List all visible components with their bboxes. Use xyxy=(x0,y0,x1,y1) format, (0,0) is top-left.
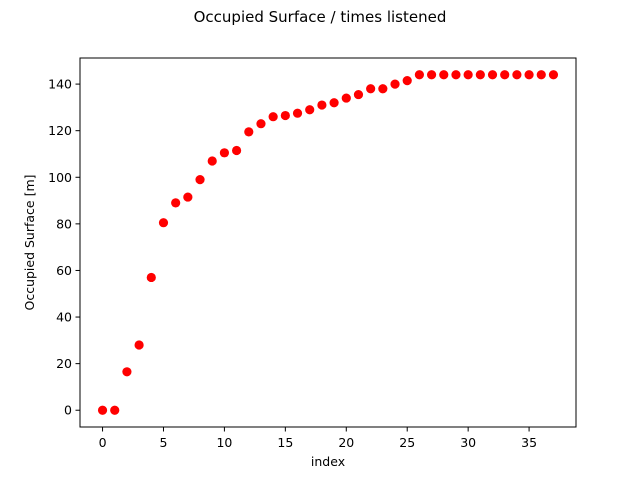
data-point xyxy=(548,70,559,80)
data-point xyxy=(256,119,266,129)
data-point xyxy=(195,175,205,185)
data-point xyxy=(305,105,315,115)
y-axis-label: Occupied Surface [m] xyxy=(22,174,37,310)
x-tick-label: 20 xyxy=(338,435,354,450)
x-tick-label: 10 xyxy=(216,435,232,450)
chart-title: Occupied Surface / times listened xyxy=(194,8,447,26)
y-tick-label: 80 xyxy=(56,216,72,231)
x-tick-label: 0 xyxy=(99,435,107,450)
data-point xyxy=(378,84,388,94)
x-axis-label: index xyxy=(311,454,345,469)
x-tick-label: 5 xyxy=(160,435,168,450)
data-point xyxy=(402,75,412,86)
x-axis: 0 5 10 15 20 25 30 35 xyxy=(99,427,537,450)
data-point xyxy=(207,156,217,166)
data-point xyxy=(353,89,364,100)
data-point xyxy=(475,70,485,80)
data-point xyxy=(414,70,425,80)
data-point xyxy=(231,145,242,156)
data-point xyxy=(500,70,510,80)
data-point xyxy=(122,367,132,377)
y-tick-label: 140 xyxy=(48,77,72,92)
data-point xyxy=(183,192,193,202)
data-point xyxy=(158,218,169,228)
x-tick-label: 35 xyxy=(521,435,537,450)
data-point xyxy=(463,70,473,80)
data-points xyxy=(97,70,559,415)
data-point xyxy=(390,79,400,89)
data-point xyxy=(536,70,546,80)
data-point xyxy=(219,148,230,158)
y-axis: 0 20 40 60 80 100 120 140 xyxy=(48,77,80,418)
data-point xyxy=(426,70,437,80)
x-tick-label: 15 xyxy=(277,435,293,450)
data-point xyxy=(171,198,181,208)
data-point xyxy=(244,127,254,137)
data-point xyxy=(512,70,522,80)
x-tick-label: 25 xyxy=(399,435,415,450)
data-point xyxy=(292,108,303,118)
data-point xyxy=(487,70,498,80)
data-point xyxy=(280,110,290,121)
y-tick-label: 100 xyxy=(48,170,72,185)
plot-frame xyxy=(79,57,577,428)
y-tick-label: 20 xyxy=(56,356,72,371)
y-tick-label: 0 xyxy=(64,403,72,418)
data-point xyxy=(366,84,376,94)
data-point xyxy=(97,405,108,415)
data-point xyxy=(268,112,278,122)
data-point xyxy=(110,405,120,415)
x-tick-label: 30 xyxy=(460,435,476,450)
data-point xyxy=(341,93,351,103)
y-tick-label: 40 xyxy=(56,310,72,325)
y-tick-label: 120 xyxy=(48,123,72,138)
data-point xyxy=(317,100,327,110)
data-point xyxy=(524,70,534,80)
data-point xyxy=(329,98,339,108)
data-point xyxy=(439,70,449,80)
data-point xyxy=(134,340,144,350)
data-point xyxy=(451,70,461,80)
y-tick-label: 60 xyxy=(56,263,72,278)
data-point xyxy=(146,272,156,283)
